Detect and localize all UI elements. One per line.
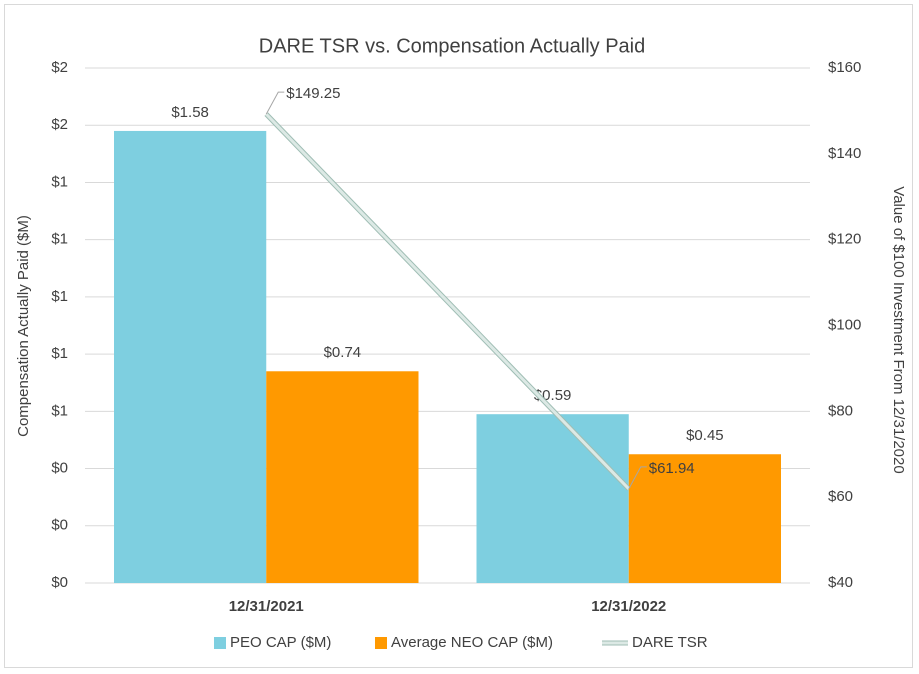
y-tick-label: $1 xyxy=(51,288,68,305)
data-label: $149.25 xyxy=(286,85,340,102)
y-tick-label: $0 xyxy=(51,574,68,591)
y-tick-label: $1 xyxy=(51,345,68,362)
y-tick-label: $1 xyxy=(51,231,68,248)
leader-line xyxy=(628,466,647,490)
legend-swatch xyxy=(214,637,226,649)
data-label: $0.74 xyxy=(324,344,362,361)
y2-tick-label: $40 xyxy=(828,574,853,591)
x-tick-label: 12/31/2022 xyxy=(591,598,666,615)
y2-tick-label: $80 xyxy=(828,402,853,419)
bar xyxy=(114,130,267,583)
y2-tick-label: $100 xyxy=(828,316,861,333)
bar xyxy=(476,414,629,583)
data-label: $61.94 xyxy=(649,460,695,477)
y2-tick-label: $140 xyxy=(828,145,861,162)
bar xyxy=(266,371,419,583)
legend-label: PEO CAP ($M) xyxy=(230,634,331,651)
y-tick-label: $2 xyxy=(51,59,68,76)
legend-label: Average NEO CAP ($M) xyxy=(391,634,553,651)
y-tick-label: $0 xyxy=(51,517,68,534)
y-axis-label: Compensation Actually Paid ($M) xyxy=(15,215,32,437)
chart-title: DARE TSR vs. Compensation Actually Paid xyxy=(259,35,645,57)
y-tick-label: $1 xyxy=(51,402,68,419)
y2-tick-label: $160 xyxy=(828,59,861,76)
y2-tick-label: $60 xyxy=(828,488,853,505)
data-label: $1.58 xyxy=(171,104,209,121)
legend-label: DARE TSR xyxy=(632,634,708,651)
x-tick-label: 12/31/2021 xyxy=(229,598,304,615)
bar xyxy=(628,454,781,583)
leader-line xyxy=(265,91,285,115)
y2-axis-label: Value of $100 Investment From 12/31/2020 xyxy=(890,186,907,473)
y-tick-label: $2 xyxy=(51,116,68,133)
data-label: $0.45 xyxy=(686,427,724,444)
y2-tick-label: $120 xyxy=(828,231,861,248)
y-tick-label: $0 xyxy=(51,460,68,477)
legend-swatch xyxy=(375,637,387,649)
line xyxy=(265,113,630,490)
y-tick-label: $1 xyxy=(51,173,68,190)
